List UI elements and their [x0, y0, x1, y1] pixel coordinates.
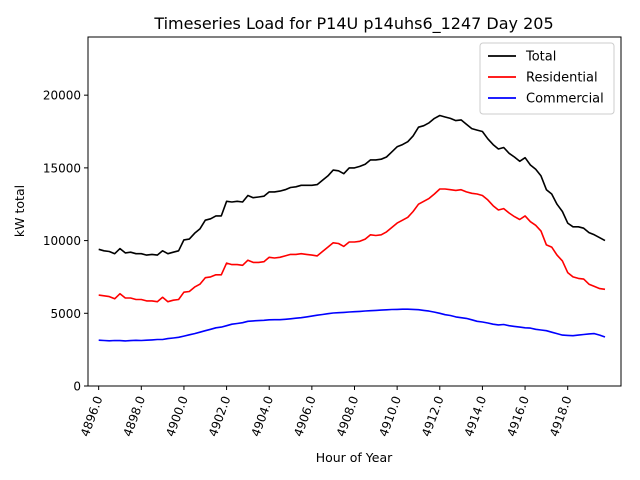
y-tick-label: 5000	[50, 307, 81, 321]
y-axis-label: kW total	[12, 185, 27, 237]
y-axis-ticks: 0 5000 10000 15000 20000	[43, 89, 88, 394]
x-tick-label: 4898.0	[121, 394, 149, 438]
x-tick-label: 4900.0	[163, 394, 191, 438]
series-line-commercial	[98, 308, 606, 342]
legend: Total Residential Commercial	[479, 42, 615, 115]
y-tick-label: 10000	[43, 234, 81, 248]
x-tick-label: 4902.0	[206, 394, 234, 438]
x-tick-label: 4916.0	[504, 394, 532, 438]
y-tick-label: 20000	[43, 89, 81, 103]
x-tick-label: 4906.0	[291, 394, 319, 438]
x-tick-label: 4918.0	[547, 394, 575, 438]
legend-label-residential: Residential	[526, 71, 598, 86]
x-tick-label: 4904.0	[249, 394, 277, 438]
legend-label-total: Total	[525, 50, 556, 65]
chart-title: Timeseries Load for P14U p14uhs6_1247 Da…	[153, 14, 553, 34]
x-tick-label: 4912.0	[419, 394, 447, 438]
legend-box	[479, 42, 615, 115]
series-line-total	[98, 114, 606, 256]
legend-label-commercial: Commercial	[526, 92, 604, 107]
x-tick-label: 4896.0	[78, 394, 106, 438]
y-tick-label: 0	[73, 380, 81, 394]
x-tick-label: 4914.0	[462, 394, 490, 438]
x-tick-label: 4908.0	[334, 394, 362, 438]
x-axis-ticks: 4896.0 4898.0 4900.0 4902.0 4904.0 4906.0 4908…	[78, 386, 575, 438]
x-tick-label: 4910.0	[376, 394, 404, 438]
x-axis-label: Hour of Year	[316, 450, 393, 465]
y-tick-label: 15000	[43, 161, 81, 175]
series-line-residential	[98, 188, 606, 303]
